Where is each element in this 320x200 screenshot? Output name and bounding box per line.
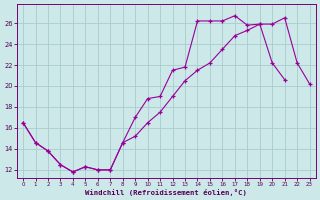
X-axis label: Windchill (Refroidissement éolien,°C): Windchill (Refroidissement éolien,°C): [85, 189, 247, 196]
